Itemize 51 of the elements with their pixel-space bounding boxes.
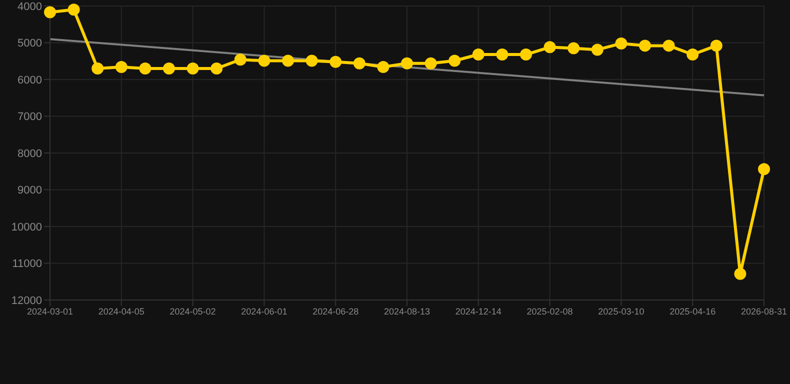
point xyxy=(568,42,580,54)
point xyxy=(615,37,628,50)
y-tick-label: 6000 xyxy=(18,74,42,86)
point xyxy=(306,54,318,67)
point xyxy=(353,57,366,70)
point xyxy=(639,40,651,52)
point xyxy=(186,62,199,74)
point xyxy=(163,62,175,74)
y-tick-label: 9000 xyxy=(18,184,42,197)
y-tick-label: 7000 xyxy=(18,111,42,124)
y-tick-label: 5000 xyxy=(18,38,42,50)
point xyxy=(139,62,152,74)
point xyxy=(401,57,413,70)
point xyxy=(448,54,461,67)
x-tick-label: 2024-03-01 xyxy=(26,306,74,316)
y-tick-label: 8000 xyxy=(18,148,42,160)
point xyxy=(758,163,770,176)
point xyxy=(258,54,270,67)
x-tick-label: 2025-04-16 xyxy=(670,306,716,316)
point xyxy=(377,61,390,74)
point xyxy=(734,268,746,280)
point xyxy=(424,57,437,70)
point xyxy=(68,4,80,16)
y-tick-label: 10000 xyxy=(11,221,42,234)
point xyxy=(210,62,223,74)
x-tick-label: 2024-04-05 xyxy=(98,306,144,316)
point xyxy=(330,56,342,68)
point xyxy=(662,40,675,52)
point xyxy=(282,54,294,67)
point xyxy=(496,48,508,61)
point xyxy=(544,41,556,54)
x-tick-label: 2025-02-08 xyxy=(526,306,573,316)
y-tick-label: 11000 xyxy=(12,258,42,270)
point xyxy=(234,54,246,66)
point xyxy=(591,44,604,56)
x-tick-label: 2025-03-10 xyxy=(598,306,644,316)
point xyxy=(686,48,699,61)
point xyxy=(520,48,532,61)
point xyxy=(44,6,56,18)
point xyxy=(710,40,722,52)
y-tick-label: 12000 xyxy=(11,294,42,307)
x-tick-label: 2024-05-02 xyxy=(170,306,216,316)
y-tick-label: 4000 xyxy=(18,0,42,13)
x-tick-label: 2024-12-14 xyxy=(455,306,502,316)
point xyxy=(472,48,484,61)
x-tick-label: 2024-08-13 xyxy=(384,306,430,316)
x-tick-label: 2024-06-01 xyxy=(241,306,288,316)
x-tick-label: 2026-08-31 xyxy=(740,306,788,316)
x-tick-label: 2024-06-28 xyxy=(312,306,359,316)
point xyxy=(115,61,128,74)
point xyxy=(92,62,104,74)
